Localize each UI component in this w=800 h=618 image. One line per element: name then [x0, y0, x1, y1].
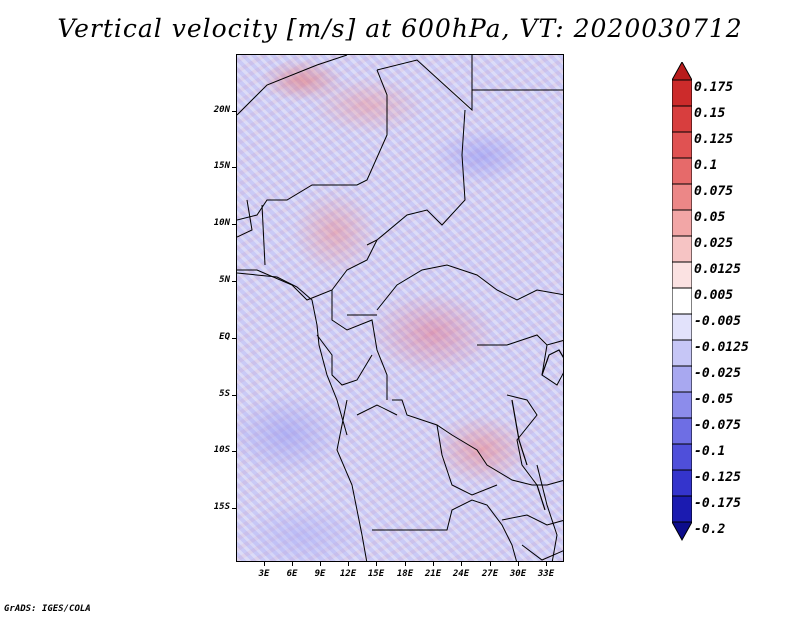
colorbar [672, 62, 692, 542]
y-label-20n: 20N [213, 105, 230, 115]
colorbar-segment [672, 418, 692, 444]
colorbar-label: -0.1 [694, 444, 726, 459]
colorbar-segment [672, 340, 692, 366]
colorbar-segment [672, 444, 692, 470]
colorbar-label: -0.075 [694, 418, 741, 433]
y-label-5s: 5S [219, 389, 230, 399]
x-label-3e: 3E [258, 569, 270, 579]
colorbar-label: 0.1 [694, 158, 718, 173]
colorbar-segment [672, 210, 692, 236]
colorbar-segment [672, 106, 692, 132]
colorbar-label: 0.075 [694, 184, 734, 199]
colorbar-label: -0.05 [694, 392, 734, 407]
x-label-24e: 24E [452, 569, 470, 579]
colorbar-label: -0.0125 [694, 340, 749, 355]
y-label-15s: 15S [213, 502, 230, 512]
x-label-12e: 12E [339, 569, 357, 579]
colorbar-segment [672, 288, 692, 314]
y-label-5n: 5N [219, 275, 230, 285]
colorbar-segment [672, 158, 692, 184]
colorbar-label: 0.15 [694, 106, 726, 121]
colorbar-label: 0.0125 [694, 262, 741, 277]
colorbar-segment [672, 366, 692, 392]
colorbar-segment [672, 522, 692, 540]
colorbar-segment [672, 132, 692, 158]
x-label-21e: 21E [424, 569, 442, 579]
colorbar-label: -0.005 [694, 314, 741, 329]
colorbar-label: 0.05 [694, 210, 726, 225]
x-label-6e: 6E [286, 569, 298, 579]
colorbar-segment [672, 496, 692, 522]
x-label-9e: 9E [314, 569, 326, 579]
x-label-15e: 15E [367, 569, 385, 579]
y-label-10n: 10N [213, 218, 230, 228]
colorbar-label: 0.005 [694, 288, 734, 303]
x-label-27e: 27E [481, 569, 499, 579]
colorbar-segment [672, 236, 692, 262]
colorbar-label: -0.125 [694, 470, 741, 485]
colorbar-label: 0.025 [694, 236, 734, 251]
colorbar-segment [672, 62, 692, 80]
y-label-10s: 10S [213, 445, 230, 455]
y-label-eq: EQ [219, 332, 230, 342]
colorbar-segment [672, 262, 692, 288]
credit-text: GrADS: IGES/COLA [4, 604, 91, 614]
colorbar-label: -0.2 [694, 522, 726, 537]
y-label-15n: 15N [213, 161, 230, 171]
chart-title: Vertical velocity [m/s] at 600hPa, VT: 2… [57, 14, 743, 43]
colorbar-segment [672, 470, 692, 496]
colorbar-label: 0.125 [694, 132, 734, 147]
colorbar-segment [672, 314, 692, 340]
x-label-33e: 33E [537, 569, 555, 579]
colorbar-segment [672, 184, 692, 210]
colorbar-outline [672, 62, 692, 542]
map-panel [236, 54, 564, 562]
colorbar-segment [672, 392, 692, 418]
colorbar-label: -0.025 [694, 366, 741, 381]
colorbar-segment [672, 80, 692, 106]
country-borders [237, 55, 563, 561]
x-label-18e: 18E [396, 569, 414, 579]
colorbar-label: -0.175 [694, 496, 741, 511]
x-label-30e: 30E [509, 569, 527, 579]
colorbar-label: 0.175 [694, 80, 734, 95]
